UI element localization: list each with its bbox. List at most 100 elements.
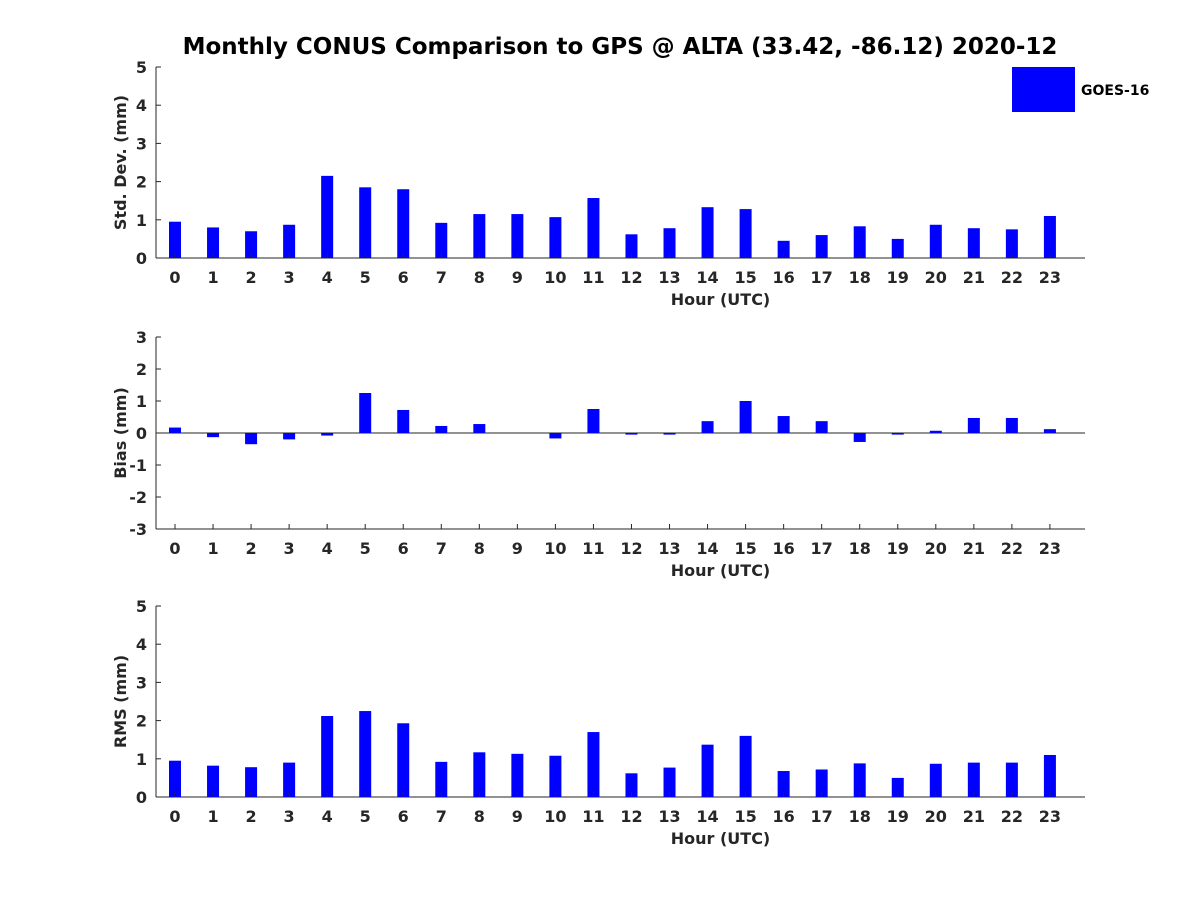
bias-bar-hour-23 <box>1043 429 1056 433</box>
bias-x-axis-label: Hour (UTC) <box>671 561 771 580</box>
stddev-y-tick-label: 3 <box>136 134 147 153</box>
stddev-x-axis-label: Hour (UTC) <box>671 290 771 309</box>
rms-x-tick-label: 1 <box>207 807 218 826</box>
bias-x-tick-label: 12 <box>620 539 642 558</box>
bias-x-tick-label: 1 <box>207 539 218 558</box>
stddev-bar-hour-21 <box>967 228 980 258</box>
bias-bar-hour-10 <box>549 433 562 439</box>
rms-bar-hour-10 <box>549 755 562 797</box>
stddev-bar-hour-0 <box>169 221 181 258</box>
rms-x-tick-label: 12 <box>620 807 642 826</box>
stddev-x-tick-label: 9 <box>512 268 523 287</box>
rms-x-tick-label: 6 <box>398 807 409 826</box>
rms-y-tick-label: 5 <box>136 597 147 616</box>
stddev-bar-hour-10 <box>549 217 562 258</box>
stddev-x-tick-label: 13 <box>658 268 680 287</box>
rms-bar-hour-11 <box>587 732 600 797</box>
stddev-bar-hour-5 <box>359 187 372 258</box>
rms-bar-hour-22 <box>1005 762 1018 797</box>
rms-bar-hour-3 <box>283 762 296 797</box>
bias-bar-hour-7 <box>435 425 448 433</box>
stddev-x-tick-label: 0 <box>169 268 180 287</box>
stddev-y-tick-label: 1 <box>136 211 147 230</box>
stddev-bar-hour-7 <box>435 222 448 258</box>
bias-y-tick-label: 2 <box>136 360 147 379</box>
rms-bar-hour-16 <box>777 771 790 797</box>
rms-bar-hour-5 <box>359 711 372 797</box>
bias-x-tick-label: 18 <box>849 539 871 558</box>
rms-x-axis-label: Hour (UTC) <box>671 829 771 848</box>
rms-bar-hour-2 <box>245 767 258 797</box>
bias-x-tick-label: 13 <box>658 539 680 558</box>
bias-y-tick-label: -1 <box>129 456 147 475</box>
stddev-x-tick-label: 5 <box>360 268 371 287</box>
rms-bar-hour-7 <box>435 761 448 797</box>
rms-x-tick-label: 5 <box>360 807 371 826</box>
stddev-y-tick-label: 0 <box>136 249 147 268</box>
stddev-x-tick-label: 14 <box>696 268 718 287</box>
rms-x-tick-label: 14 <box>696 807 718 826</box>
rms-y-tick-label: 4 <box>136 635 147 654</box>
bias-bar-hour-5 <box>359 393 372 433</box>
bias-bar-hour-6 <box>397 409 410 433</box>
rms-x-tick-label: 13 <box>658 807 680 826</box>
stddev-x-tick-label: 23 <box>1039 268 1061 287</box>
bias-bar-hour-22 <box>1005 417 1018 433</box>
rms-bar-hour-6 <box>397 723 410 797</box>
stddev-x-tick-label: 19 <box>887 268 909 287</box>
rms-x-tick-label: 10 <box>544 807 566 826</box>
bias-x-tick-label: 2 <box>246 539 257 558</box>
bias-bar-hour-21 <box>967 417 980 433</box>
stddev-bar-hour-18 <box>853 226 866 258</box>
rms-bar-hour-1 <box>207 765 220 797</box>
rms-bar-hour-19 <box>891 777 904 797</box>
rms-y-tick-label: 2 <box>136 712 147 731</box>
stddev-x-tick-label: 10 <box>544 268 566 287</box>
stddev-x-tick-label: 7 <box>436 268 447 287</box>
bias-x-tick-label: 19 <box>887 539 909 558</box>
bias-y-tick-label: 3 <box>136 328 147 347</box>
rms-bar-hour-23 <box>1043 754 1056 797</box>
stddev-bar-hour-15 <box>739 209 752 258</box>
stddev-bar-hour-1 <box>207 227 220 258</box>
stddev-x-tick-label: 6 <box>398 268 409 287</box>
legend-label: GOES-16 <box>1081 83 1149 99</box>
stddev-bar-hour-9 <box>511 214 524 258</box>
rms-x-tick-label: 2 <box>246 807 257 826</box>
stddev-y-tick-label: 4 <box>136 96 147 115</box>
stddev-bar-hour-12 <box>625 234 638 258</box>
bias-bar-hour-11 <box>587 409 600 433</box>
rms-bar-hour-18 <box>853 763 866 797</box>
rms-bar-hour-21 <box>967 762 980 797</box>
rms-x-tick-label: 18 <box>849 807 871 826</box>
bias-bar-hour-17 <box>815 421 828 433</box>
bias-x-tick-label: 23 <box>1039 539 1061 558</box>
bias-bar-hour-15 <box>739 401 752 433</box>
stddev-bar-hour-22 <box>1005 229 1018 258</box>
bias-x-tick-label: 15 <box>734 539 756 558</box>
stddev-x-tick-label: 18 <box>849 268 871 287</box>
bias-bar-hour-2 <box>245 433 258 445</box>
stddev-x-tick-label: 17 <box>811 268 833 287</box>
bias-x-tick-label: 20 <box>925 539 947 558</box>
bias-y-tick-label: -3 <box>129 520 147 539</box>
rms-bar-hour-4 <box>321 716 334 797</box>
legend: GOES-16 <box>1012 67 1149 112</box>
rms-y-tick-label: 1 <box>136 750 147 769</box>
bias-x-tick-label: 8 <box>474 539 485 558</box>
rms-x-tick-label: 9 <box>512 807 523 826</box>
bias-x-tick-label: 7 <box>436 539 447 558</box>
stddev-x-tick-label: 2 <box>246 268 257 287</box>
stddev-bar-hour-17 <box>815 235 828 258</box>
stddev-y-tick-label: 5 <box>136 58 147 77</box>
bias-x-tick-label: 11 <box>582 539 604 558</box>
bias-x-tick-label: 4 <box>322 539 333 558</box>
bias-bar-hour-4 <box>321 433 334 436</box>
rms-x-tick-label: 22 <box>1001 807 1023 826</box>
stddev-x-tick-label: 8 <box>474 268 485 287</box>
rms-x-tick-label: 16 <box>773 807 795 826</box>
bias-bar-hour-19 <box>891 433 904 435</box>
